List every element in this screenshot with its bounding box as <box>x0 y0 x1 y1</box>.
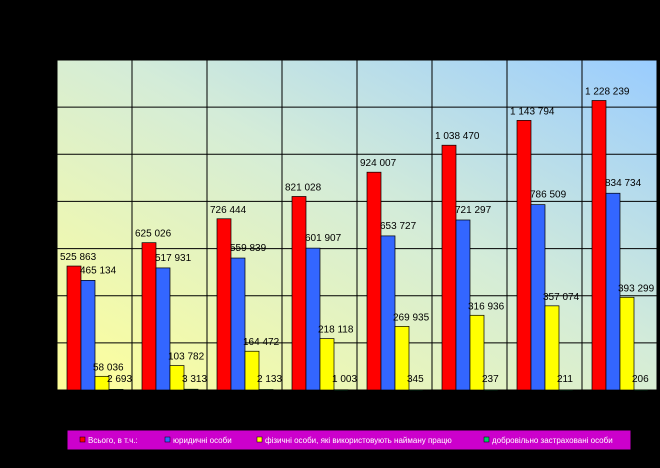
data-label-series2-cat5: 653 727 <box>380 221 417 232</box>
data-label-series2-cat6: 721 297 <box>455 205 492 216</box>
data-label-series4-cat8: 206 <box>632 374 649 385</box>
data-label-series3-cat6: 316 936 <box>468 301 505 312</box>
bar-series1-cat6 <box>441 144 457 391</box>
data-label-series3-cat5: 269 935 <box>393 312 430 323</box>
data-label-series3-cat3: 164 472 <box>243 337 280 348</box>
data-label-series1-cat6: 1 038 470 <box>435 131 480 142</box>
bar-series3-cat1 <box>94 375 110 391</box>
data-label-series4-cat4: 1 003 <box>332 374 357 385</box>
data-label-series1-cat2: 625 026 <box>135 229 172 240</box>
data-label-series1-cat1: 525 863 <box>60 252 97 263</box>
data-label-series4-cat5: 345 <box>407 374 424 385</box>
bar-series3-cat8 <box>619 296 635 391</box>
data-label-series4-cat7: 211 <box>557 374 573 385</box>
data-label-series2-cat4: 601 907 <box>305 233 342 244</box>
bar-series2-cat6 <box>455 219 471 391</box>
data-label-series2-cat8: 834 734 <box>605 178 642 189</box>
bar-series3-cat2 <box>169 365 185 391</box>
data-label-series4-cat3: 2 133 <box>257 374 282 385</box>
bar-series4-cat3 <box>258 389 274 391</box>
bar-series3-cat3 <box>244 350 260 391</box>
bar-series4-cat8 <box>633 389 649 392</box>
data-label-series3-cat8: 393 299 <box>618 283 655 294</box>
bar-series1-cat7 <box>516 120 532 391</box>
data-labels: 525 863 625 026 726 444 821 028 924 007 1 038… <box>60 86 655 385</box>
data-label-series1-cat4: 821 028 <box>285 182 322 193</box>
bar-series2-cat5 <box>380 235 396 391</box>
legend-swatch-2 <box>164 436 171 443</box>
data-label-series3-cat1: 58 036 <box>93 362 124 373</box>
bar-series2-cat7 <box>530 204 546 391</box>
bar-series2-cat3 <box>230 257 246 391</box>
data-label-series2-cat1: 465 134 <box>80 265 117 276</box>
legend-label-4: добровільно застраховані особи <box>492 436 613 445</box>
bar-series1-cat1 <box>66 265 82 391</box>
bar-series1-cat5 <box>366 171 382 391</box>
data-label-series1-cat8: 1 228 239 <box>585 86 630 97</box>
bar-series2-cat1 <box>80 280 96 391</box>
data-label-series4-cat6: 237 <box>482 374 499 385</box>
data-label-series3-cat2: 103 782 <box>168 352 205 363</box>
legend: Всього, в т.ч.: юридичні особи фізичні осо… <box>66 429 632 451</box>
bar-series2-cat2 <box>155 267 171 391</box>
legend-label-3: фізичні особи, які використовують найман… <box>265 436 452 445</box>
bar-series1-cat2 <box>141 242 157 391</box>
data-label-series1-cat3: 726 444 <box>210 205 247 216</box>
legend-swatch-3 <box>256 436 263 443</box>
bar-series1-cat4 <box>291 196 307 391</box>
bar-series1-cat8 <box>591 100 607 391</box>
legend-label-2: юридичні особи <box>173 436 232 445</box>
data-label-series3-cat4: 218 118 <box>318 325 354 336</box>
bar-series4-cat4 <box>333 389 349 391</box>
bar-series1-cat3 <box>216 218 232 391</box>
legend-swatch-1 <box>79 436 86 443</box>
data-label-series1-cat7: 1 143 794 <box>510 106 555 117</box>
bar-series4-cat5 <box>408 389 424 392</box>
data-label-series4-cat2: 3 313 <box>182 374 207 385</box>
bar-series3-cat4 <box>319 338 335 391</box>
bar-series4-cat7 <box>558 389 574 392</box>
data-label-series2-cat3: 559 839 <box>230 243 267 254</box>
data-label-series2-cat2: 517 931 <box>155 253 192 264</box>
bar-series3-cat5 <box>394 326 410 391</box>
bar-series <box>66 100 649 392</box>
data-label-series2-cat7: 786 509 <box>530 190 567 201</box>
legend-swatch-4 <box>483 436 490 443</box>
legend-label-1: Всього, в т.ч.: <box>88 436 138 445</box>
data-label-series1-cat5: 924 007 <box>360 158 397 169</box>
data-label-series4-cat1: 2 693 <box>107 374 132 385</box>
bar-series3-cat7 <box>544 305 560 391</box>
bar-series2-cat8 <box>605 192 621 391</box>
legend-box <box>66 429 632 451</box>
data-label-series3-cat7: 357 074 <box>543 292 580 303</box>
bar-series3-cat6 <box>469 314 485 391</box>
bar-series4-cat6 <box>483 389 499 392</box>
bar-series4-cat2 <box>183 388 199 391</box>
bar-series2-cat4 <box>305 247 321 391</box>
bar-series4-cat1 <box>108 389 124 391</box>
